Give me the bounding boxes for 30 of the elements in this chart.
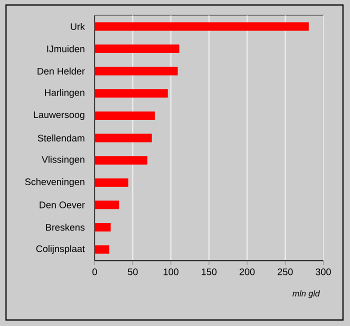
y-tick-label: Urk xyxy=(70,22,85,30)
x-axis-title: mln gld xyxy=(292,290,320,298)
y-tick-label: Vlissingen xyxy=(42,156,84,165)
x-tick-label: 150 xyxy=(202,268,217,276)
bar xyxy=(94,22,309,31)
bar xyxy=(94,156,148,165)
y-tick-label: Lauwersoog xyxy=(34,111,84,120)
bar xyxy=(94,44,180,54)
y-tick-label: Den Helder xyxy=(38,68,85,75)
bar xyxy=(94,89,168,98)
x-tick-label: 200 xyxy=(240,268,255,276)
bar xyxy=(94,134,152,142)
x-tick-label: 50 xyxy=(128,268,138,276)
bar xyxy=(94,111,155,120)
x-tick-label: 300 xyxy=(316,268,331,276)
bar xyxy=(94,178,128,187)
y-tick-label: Harlingen xyxy=(45,88,84,98)
bar xyxy=(94,200,120,210)
bar xyxy=(94,245,110,254)
y-tick-label: IJmuiden xyxy=(47,45,84,52)
y-tick-label: Colijnsplaat xyxy=(36,245,85,254)
y-tick-label: Den Oever xyxy=(40,202,85,208)
y-tick-label: Stellendam xyxy=(38,134,84,142)
bar xyxy=(94,222,111,232)
y-tick-label: Breskens xyxy=(46,224,85,231)
y-tick-label: Scheveningen xyxy=(25,178,84,188)
x-tick-label: 250 xyxy=(278,268,293,276)
x-tick-label: 0 xyxy=(92,268,97,276)
x-tick-label: 100 xyxy=(164,268,178,276)
bar xyxy=(94,66,178,76)
